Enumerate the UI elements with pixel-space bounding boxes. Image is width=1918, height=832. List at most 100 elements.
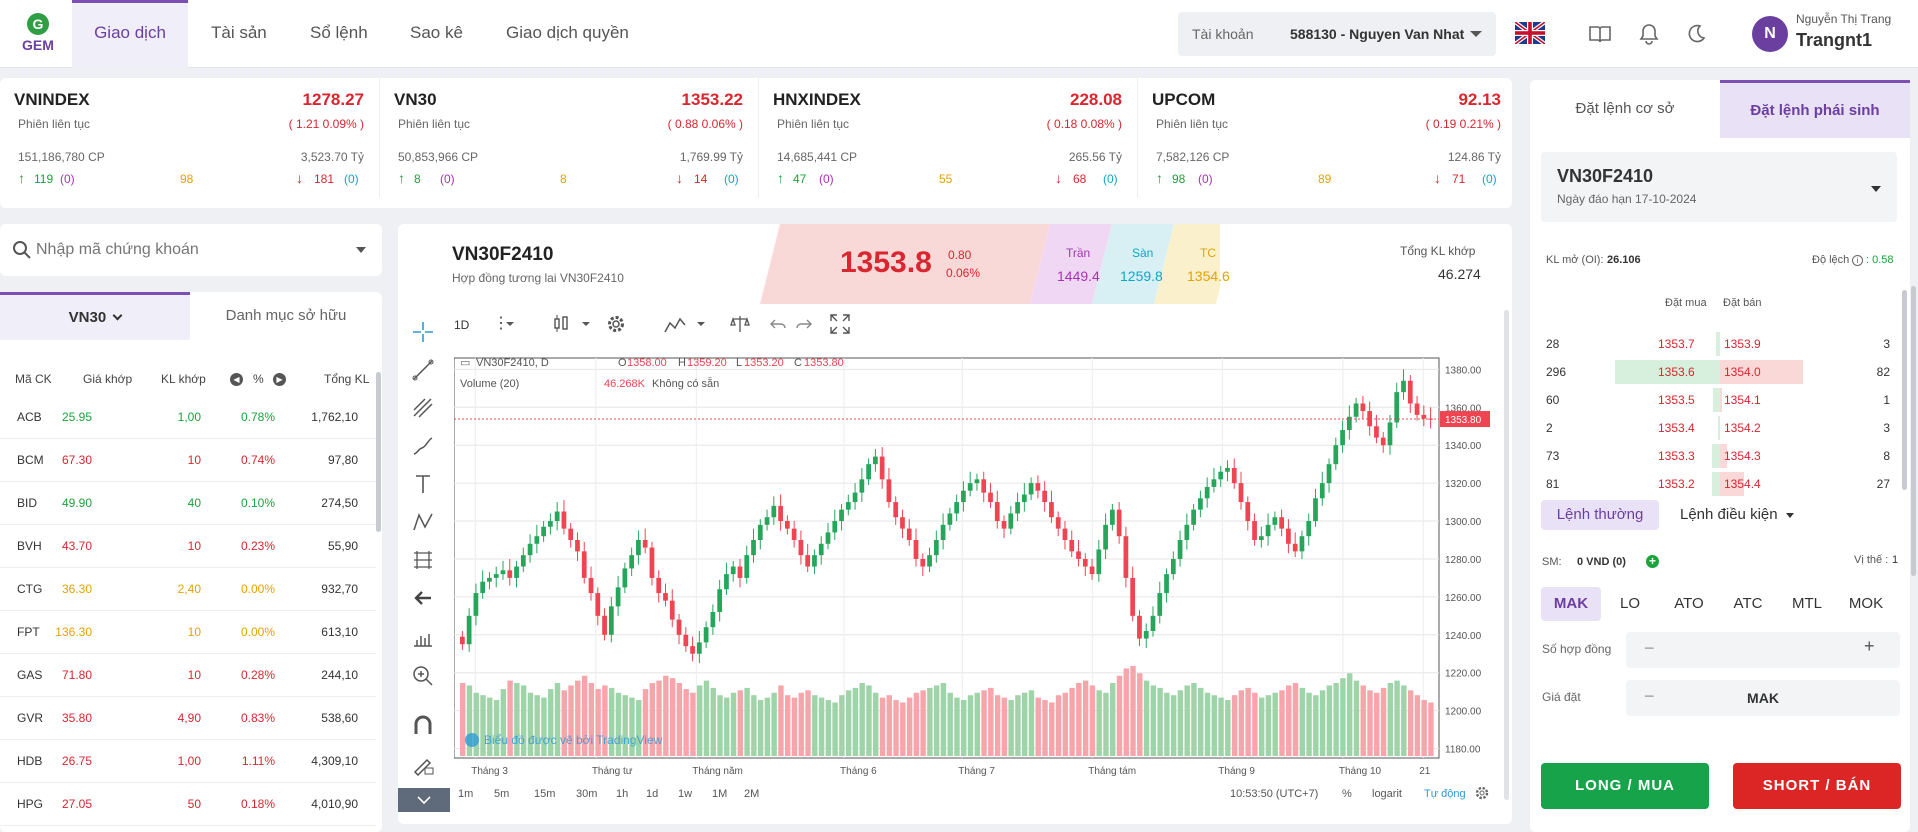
range-15m[interactable]: 15m: [534, 788, 556, 800]
log-toggle[interactable]: logarit: [1372, 788, 1402, 800]
magnet-icon[interactable]: [411, 714, 435, 738]
index-card-vnindex[interactable]: VNINDEX 1278.27 Phiên liên tục ( 1.21 0.09%…: [0, 78, 378, 198]
range-1m[interactable]: 1m: [458, 788, 474, 800]
price-chart[interactable]: 1380.00 1360.00 1340.00 1320.00 1300.00 1280.…: [454, 344, 1504, 784]
table-row[interactable]: HPG 27.05 50 0.18% 4,010,90: [0, 783, 376, 826]
order-type-mak[interactable]: MAK: [1541, 587, 1601, 621]
nav-tab-tai-san[interactable]: Tài sản: [211, 23, 267, 42]
uk-flag-icon[interactable]: [1513, 20, 1547, 46]
arrow-left-icon[interactable]: ◀: [230, 373, 243, 386]
pattern-icon[interactable]: [411, 510, 435, 534]
orderbook-row[interactable]: 73 1353.3 1354.3 8: [1546, 442, 1890, 470]
table-row[interactable]: CTG 36.30 2,40 0.00% 932,70: [0, 568, 376, 611]
order-type-mtl[interactable]: MTL: [1792, 595, 1822, 612]
range-2M[interactable]: 2M: [744, 788, 760, 800]
table-row[interactable]: ACB 25.95 1,00 0.78% 1,762,10: [0, 396, 376, 439]
crosshair-icon[interactable]: [411, 320, 435, 344]
index-card-upcom[interactable]: UPCOM 92.13 Phiên liên tục ( 0.19 0.21% ) 7,…: [1137, 78, 1515, 198]
auto-toggle[interactable]: Tự động: [1424, 788, 1466, 800]
tab-lenh-thuong[interactable]: Lệnh thường: [1541, 500, 1659, 530]
symbol-search[interactable]: [0, 224, 382, 276]
chevron-down-icon[interactable]: [506, 322, 514, 326]
add-icon[interactable]: +: [1646, 555, 1659, 568]
page-scrollbar[interactable]: [1911, 286, 1916, 576]
table-row[interactable]: BID 49.90 40 0.10% 274,50: [0, 482, 376, 525]
range-1w[interactable]: 1w: [678, 788, 693, 800]
long-buy-button[interactable]: LONG / MUA: [1541, 763, 1709, 809]
toolbar-collapse-button[interactable]: [398, 788, 450, 812]
range-1d[interactable]: 1d: [646, 788, 659, 800]
table-row[interactable]: GVR 35.80 4,90 0.83% 538,60: [0, 697, 376, 740]
lock-drawing-icon[interactable]: [411, 752, 435, 776]
nav-tab-giao-dich[interactable]: Giao dịch: [72, 0, 188, 68]
range-1h[interactable]: 1h: [616, 788, 629, 800]
prediction-icon[interactable]: [411, 548, 435, 572]
tab-vn30[interactable]: VN30: [0, 292, 190, 340]
orderbook-row[interactable]: 28 1353.7 1353.9 3: [1546, 330, 1890, 358]
search-input[interactable]: [36, 234, 336, 266]
index-card-hnxindex[interactable]: HNXINDEX 228.08 Phiên liên tục ( 0.18 0.08%…: [758, 78, 1136, 198]
chevron-down-icon[interactable]: [356, 247, 366, 253]
gear-icon[interactable]: [1474, 785, 1490, 801]
percent-toggle[interactable]: %: [1342, 788, 1352, 800]
orderbook-scrollbar[interactable]: [1902, 290, 1907, 490]
moon-icon[interactable]: [1685, 22, 1707, 46]
orderbook-row[interactable]: 81 1353.2 1354.4 27: [1546, 470, 1890, 498]
order-type-atc[interactable]: ATC: [1733, 595, 1763, 612]
measure-icon[interactable]: [411, 626, 435, 650]
order-type-lo[interactable]: LO: [1619, 595, 1640, 612]
nav-tab-sao-ke[interactable]: Sao kê: [410, 23, 463, 42]
zoom-in-icon[interactable]: [411, 664, 435, 688]
tab-lenh-dieu-kien[interactable]: Lệnh điều kiện: [1680, 500, 1794, 530]
arrow-right-icon[interactable]: ▶: [273, 373, 286, 386]
range-30m[interactable]: 30m: [576, 788, 598, 800]
brush-icon[interactable]: [411, 434, 435, 458]
nav-tab-so-lenh[interactable]: Sổ lệnh: [310, 23, 368, 42]
order-type-mok[interactable]: MOK: [1848, 595, 1884, 612]
tab-dat-lenh-phai-sinh[interactable]: Đặt lệnh phái sinh: [1720, 80, 1910, 138]
symbol-selector[interactable]: VN30F2410 Ngày đáo hạn 17-10-2024: [1541, 152, 1897, 222]
range-5m[interactable]: 5m: [494, 788, 510, 800]
undo-icon[interactable]: [770, 316, 786, 332]
orderbook-row[interactable]: 2 1353.4 1354.2 3: [1546, 414, 1890, 442]
table-row[interactable]: FPT 136.30 10 0.00% 613,10: [0, 611, 376, 654]
orderbook-row[interactable]: 296 1353.6 1354.0 82: [1546, 358, 1890, 386]
qty-field[interactable]: − +: [1626, 632, 1900, 668]
text-icon[interactable]: [411, 472, 435, 496]
avatar[interactable]: N: [1752, 16, 1788, 52]
minus-icon[interactable]: −: [1644, 638, 1655, 658]
short-sell-button[interactable]: SHORT / BÁN: [1733, 763, 1901, 809]
orderbook-row[interactable]: 60 1353.5 1354.1 1: [1546, 386, 1890, 414]
table-row[interactable]: BVH 43.70 10 0.23% 55,90: [0, 525, 376, 568]
redo-icon[interactable]: [796, 316, 812, 332]
nav-tab-giao-dich-quyen[interactable]: Giao dịch quyền: [506, 23, 629, 42]
bell-icon[interactable]: [1638, 22, 1660, 46]
table-row[interactable]: GAS 71.80 10 0.28% 244,10: [0, 654, 376, 697]
indicators-icon[interactable]: [664, 314, 686, 334]
chart-scrollbar[interactable]: [1504, 310, 1509, 800]
table-row[interactable]: HDB 26.75 1,00 1.11% 4,309,10: [0, 740, 376, 783]
account-selector[interactable]: Tài khoản 588130 - Nguyen Van Nhat: [1178, 12, 1496, 56]
range-1M[interactable]: 1M: [712, 788, 728, 800]
index-card-vn30[interactable]: VN30 1353.22 Phiên liên tục ( 0.88 0.06% ) 5…: [379, 78, 757, 198]
watchlist-scrollbar[interactable]: [376, 372, 381, 532]
trend-line-icon[interactable]: [411, 358, 435, 382]
gear-icon[interactable]: [606, 314, 626, 334]
tab-danh-muc-so-huu[interactable]: Danh mục sở hữu: [225, 307, 347, 324]
book-icon[interactable]: [1588, 24, 1612, 44]
chevron-down-icon[interactable]: [582, 322, 590, 326]
price-field[interactable]: − MAK: [1626, 680, 1900, 716]
more-icon[interactable]: ⋮: [493, 315, 509, 332]
plus-icon[interactable]: +: [1864, 636, 1875, 656]
candle-type-icon[interactable]: [552, 314, 570, 334]
order-type-ato[interactable]: ATO: [1674, 595, 1704, 612]
fib-icon[interactable]: [411, 396, 435, 420]
info-icon[interactable]: i: [1852, 255, 1863, 266]
fullscreen-icon[interactable]: [830, 314, 850, 334]
gem-logo[interactable]: G GEM: [16, 10, 60, 58]
tab-dat-lenh-co-so[interactable]: Đặt lệnh cơ sở: [1575, 100, 1675, 117]
minus-icon[interactable]: −: [1644, 686, 1655, 706]
arrow-left-icon[interactable]: [411, 586, 435, 610]
table-row[interactable]: BCM 67.30 10 0.74% 97,80: [0, 439, 376, 482]
chevron-down-icon[interactable]: [697, 322, 705, 326]
